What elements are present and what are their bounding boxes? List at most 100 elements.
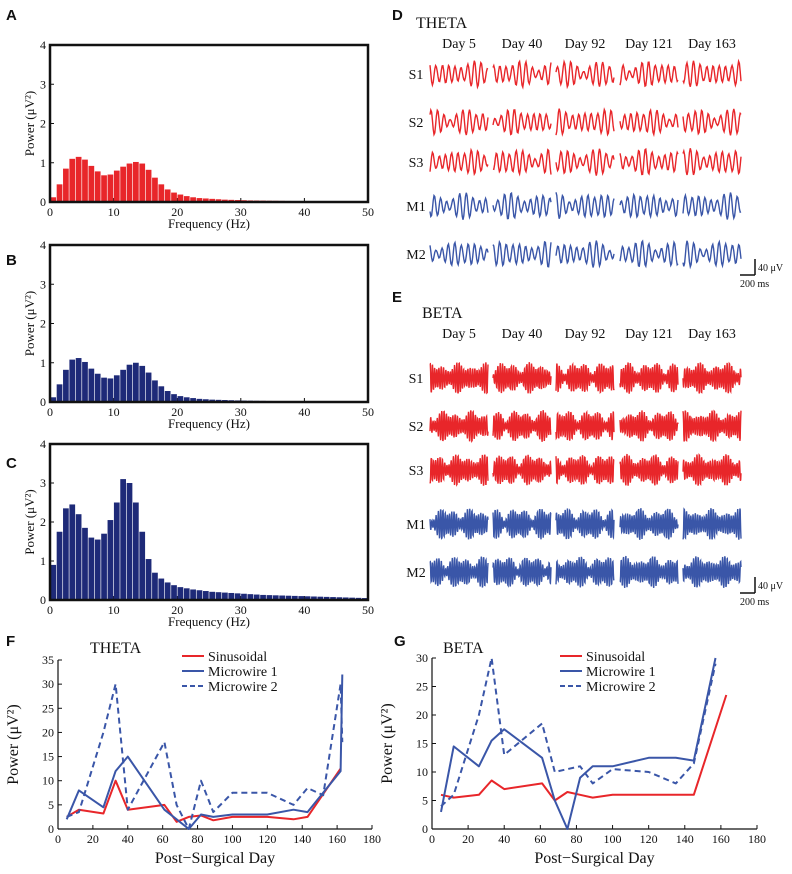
eeg-trace [429, 454, 489, 487]
x-tick-label-b: 40 [298, 405, 310, 419]
eeg-trace [619, 192, 679, 220]
bar-b [145, 372, 152, 402]
bar-a [69, 158, 76, 202]
scale-time-label: 200 ms [740, 597, 769, 608]
bar-b [132, 362, 139, 402]
bar-a [145, 169, 152, 202]
day-label: Day 40 [502, 37, 543, 52]
eeg-trace [619, 107, 679, 138]
beta-traces-title: BETA [422, 305, 463, 322]
x-tick-label-b: 10 [108, 405, 120, 419]
bar-c [336, 597, 343, 600]
y-tick-label-a: 2 [40, 117, 46, 131]
eeg-trace [429, 240, 489, 268]
y-tick-label-b: 0 [40, 395, 46, 409]
bar-c [101, 533, 107, 600]
row-label: S1 [409, 68, 424, 83]
x-axis-label-b: Frequency (Hz) [168, 416, 250, 431]
eeg-trace [555, 361, 615, 394]
bar-a [75, 156, 82, 202]
row-label: M1 [406, 200, 425, 215]
panel-letter-f: F [6, 633, 15, 650]
series-line-f-1 [65, 674, 344, 830]
bar-a [101, 175, 107, 202]
bar-a [171, 192, 177, 202]
x-tick-label-f: 60 [157, 832, 169, 846]
bar-c [298, 596, 305, 600]
row-label: S3 [409, 464, 424, 479]
panel-letter-e: E [392, 289, 402, 306]
x-tick-label-g: 160 [712, 832, 730, 846]
bar-c [107, 520, 114, 600]
bar-a [164, 189, 171, 202]
plot-frame-c [48, 442, 370, 602]
x-tick-label-c: 40 [298, 603, 310, 617]
eeg-trace [492, 557, 552, 588]
eeg-trace [682, 192, 742, 221]
bar-a [183, 196, 190, 202]
row-label: S2 [409, 116, 424, 131]
x-tick-label-c: 0 [47, 603, 53, 617]
x-tick-label-f: 140 [293, 832, 311, 846]
row-label: S1 [409, 372, 424, 387]
day-label: Day 121 [625, 37, 673, 52]
bar-a [132, 161, 139, 202]
trace-panel-theta: Day 5 Day 40 Day 92 Day 121 Day 163 S1 S2 S3 M1 M… [406, 37, 784, 290]
scale-amp-label: 40 μV [758, 263, 784, 274]
bar-c [50, 564, 57, 600]
line-chart-g: BETA 0 20 40 60 80 100 120 140 160 180 0 5 10 15 20 25 30… [379, 640, 766, 867]
bar-c [177, 587, 184, 600]
traces-layer: Day 5 Day 40 Day 92 Day 121 Day 163 S1 S2 S3 M1 M… [406, 37, 784, 608]
bar-c [132, 502, 139, 600]
eeg-trace [682, 361, 742, 395]
eeg-trace [429, 192, 489, 220]
x-tick-label-g: 40 [498, 832, 510, 846]
x-tick-label-a: 20 [171, 205, 183, 219]
x-tick-label-f: 120 [258, 832, 276, 846]
x-tick-label-a: 0 [47, 205, 53, 219]
bar-b [75, 358, 82, 402]
y-tick-label-b: 1 [40, 356, 46, 370]
y-tick-label-f: 30 [42, 677, 54, 691]
bar-c [171, 585, 177, 600]
eeg-trace [682, 507, 742, 540]
legend-label-g-2: Microwire 2 [586, 680, 656, 695]
bar-c [152, 572, 158, 600]
x-axis-label-g: Post−Surgical Day [534, 850, 654, 867]
bar-c [291, 595, 298, 600]
x-tick-label-c: 50 [362, 603, 374, 617]
theta-traces-title: THETA [416, 15, 468, 32]
bar-b [113, 375, 120, 402]
eeg-trace [429, 556, 489, 588]
eeg-trace [492, 410, 552, 442]
bar-c [94, 539, 101, 600]
bar-a [88, 165, 95, 202]
x-tick-label-g: 20 [462, 832, 474, 846]
x-tick-label-f: 180 [363, 832, 381, 846]
x-tick-label-b: 30 [235, 405, 247, 419]
panel-letter-a: A [6, 7, 17, 24]
eeg-trace [555, 148, 615, 176]
bar-c [272, 595, 279, 600]
plot-frame-b [48, 243, 370, 404]
bar-b [177, 396, 184, 402]
row-label: M2 [406, 566, 425, 581]
bar-a [126, 163, 133, 202]
bar-c [56, 531, 63, 600]
bar-b [190, 398, 196, 402]
series-line-g-0 [440, 694, 728, 802]
chart-title-g: BETA [443, 640, 484, 657]
bar-a [196, 198, 203, 202]
eeg-trace [555, 455, 615, 485]
bar-c [317, 596, 324, 600]
eeg-trace [429, 147, 489, 177]
bar-c [196, 590, 203, 600]
y-tick-label-a: 4 [40, 38, 46, 52]
y-tick-label-g: 5 [422, 794, 428, 808]
eeg-trace [429, 107, 489, 137]
eeg-trace [682, 108, 742, 137]
bar-c [63, 508, 69, 600]
bar-a [209, 198, 216, 202]
bar-b [88, 368, 95, 402]
eeg-trace [619, 555, 679, 588]
